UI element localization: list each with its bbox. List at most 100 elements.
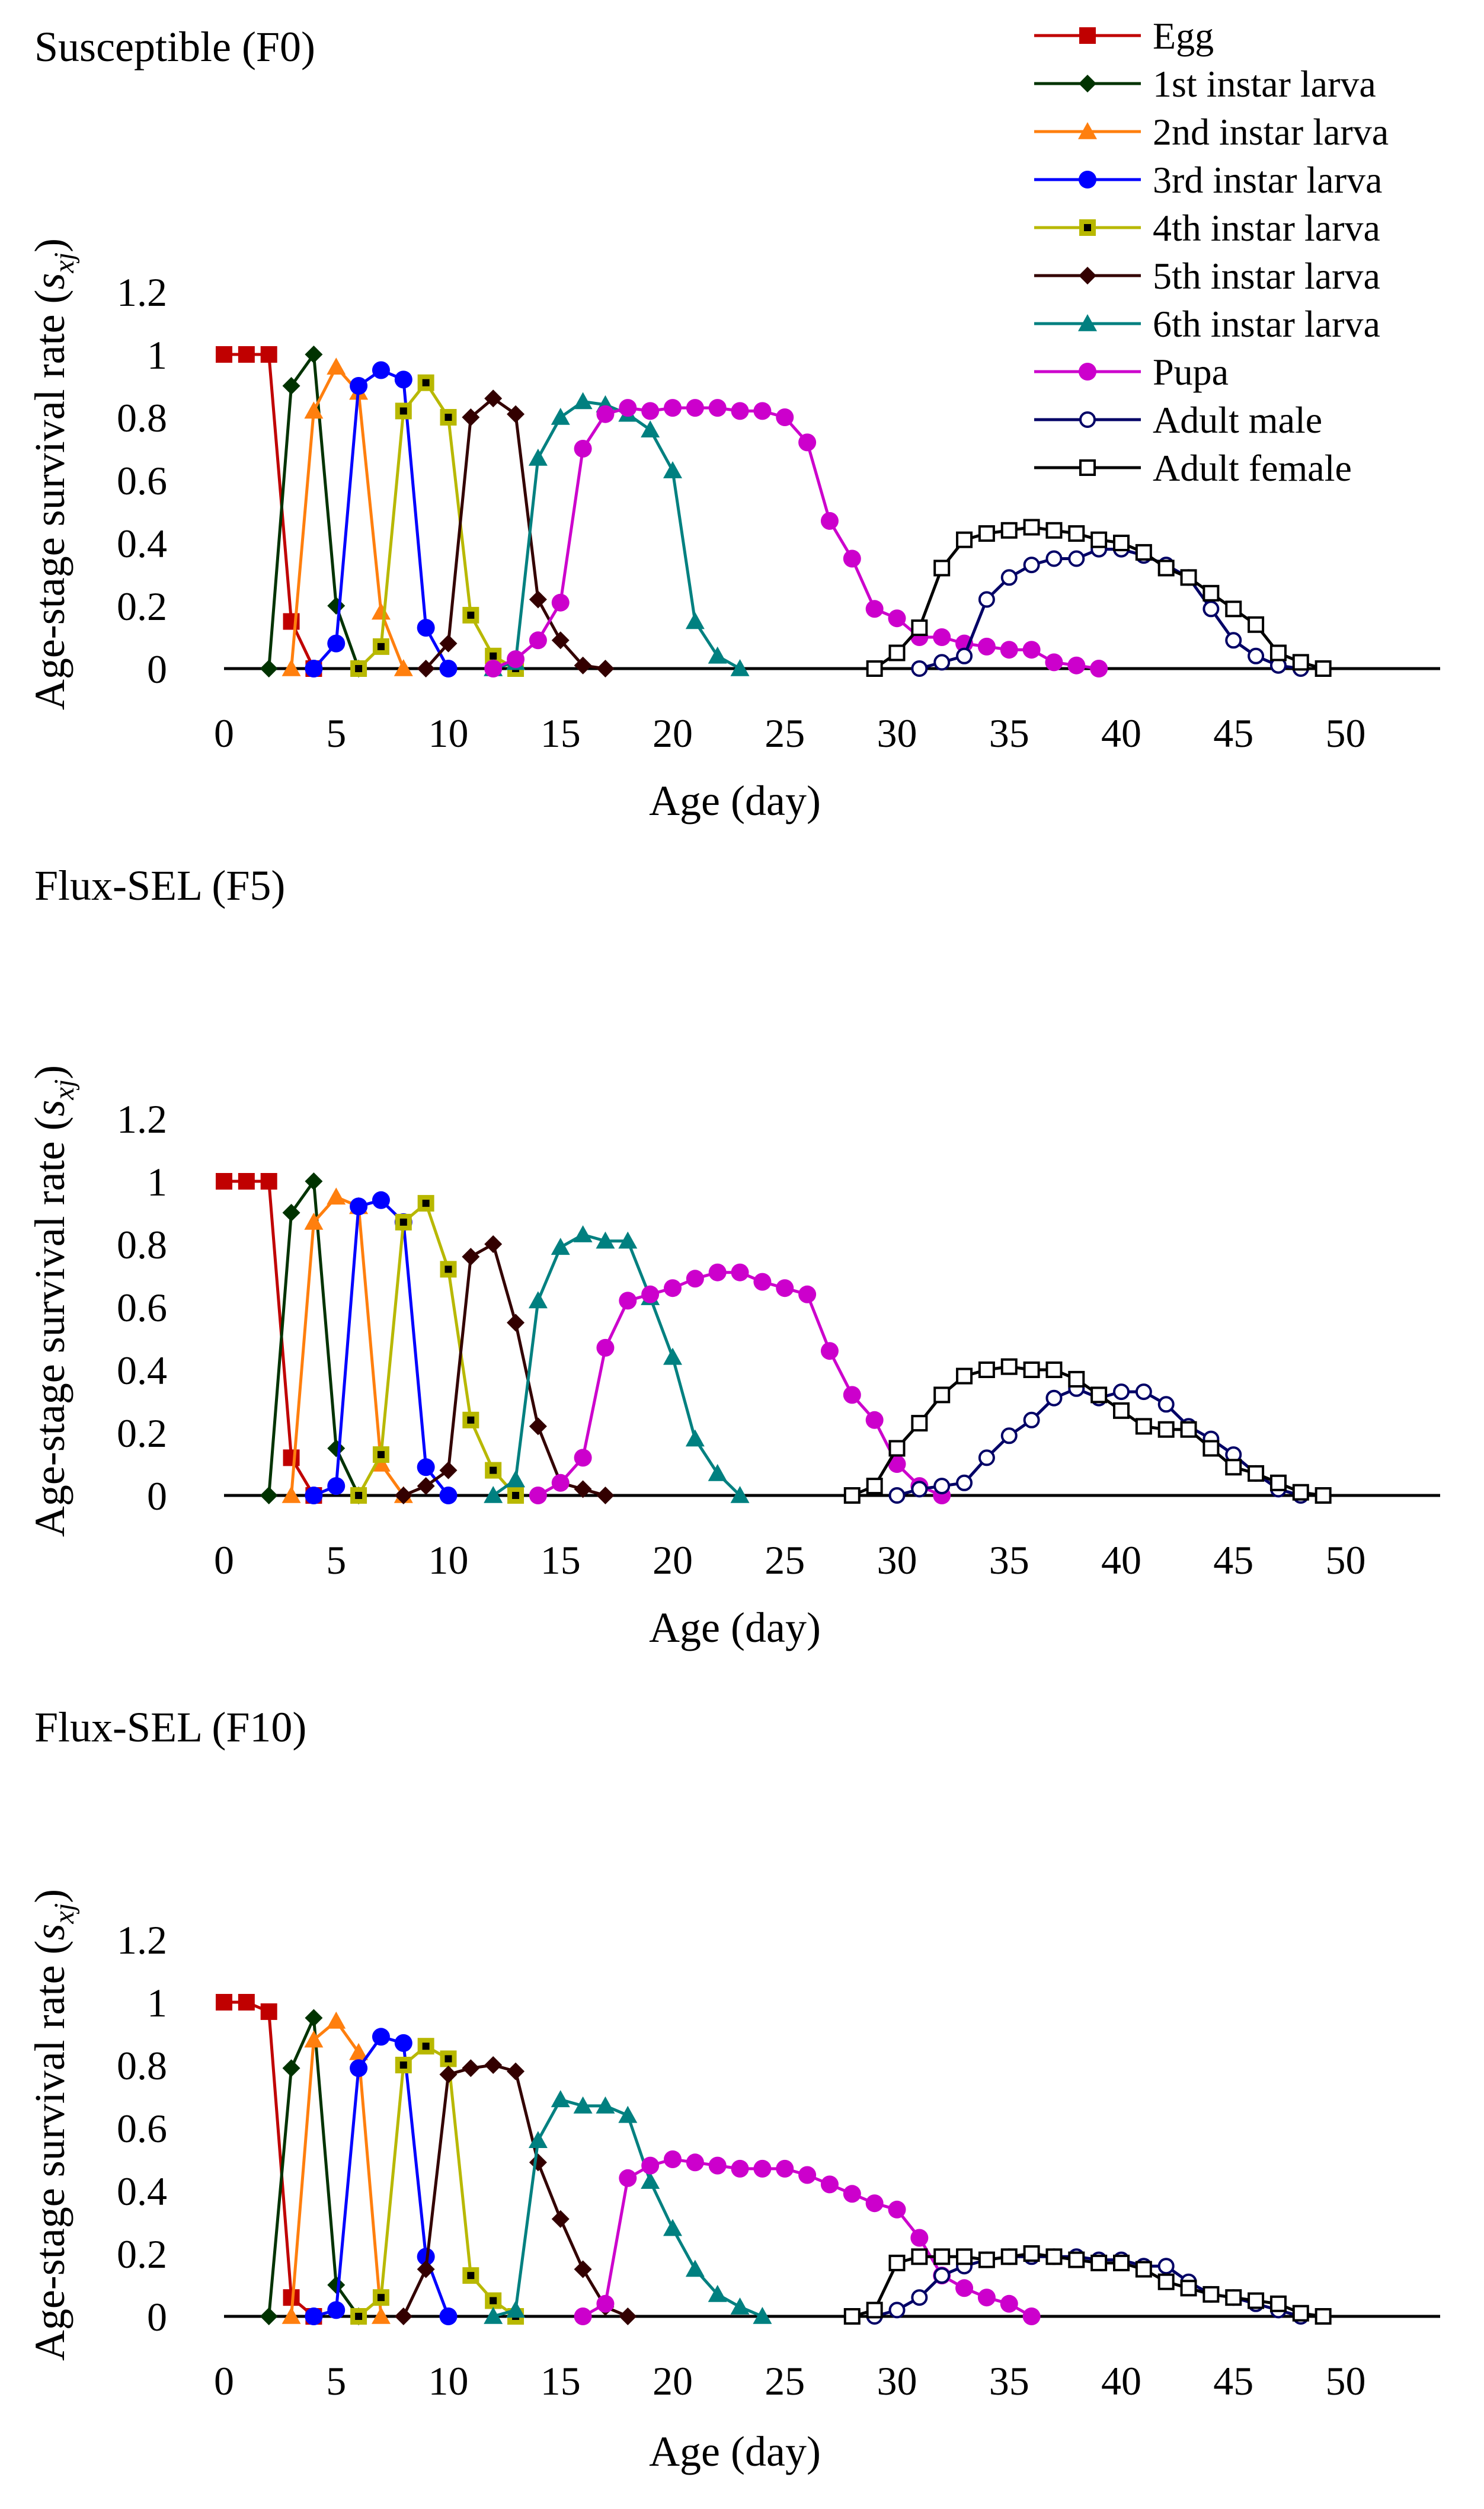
data-point bbox=[596, 405, 615, 423]
x-tick-label: 5 bbox=[326, 2358, 346, 2403]
data-point bbox=[327, 1477, 346, 1495]
data-point bbox=[664, 2150, 682, 2168]
data-point bbox=[573, 2096, 593, 2114]
chart-title: Flux-SEL (F10) bbox=[34, 1703, 306, 1751]
data-point bbox=[933, 560, 951, 577]
data-point bbox=[574, 440, 592, 458]
data-point bbox=[394, 2034, 412, 2052]
data-point bbox=[641, 402, 660, 420]
series-4th-instar-larva bbox=[350, 374, 524, 677]
data-point bbox=[708, 2156, 727, 2175]
legend-marker bbox=[1079, 27, 1096, 44]
x-tick-label: 40 bbox=[1101, 1538, 1141, 1583]
data-point bbox=[685, 2259, 705, 2277]
data-point bbox=[439, 2307, 458, 2325]
data-point bbox=[573, 392, 593, 410]
data-point bbox=[372, 2028, 390, 2046]
data-point bbox=[506, 1470, 526, 1488]
x-tick-label: 25 bbox=[765, 2358, 805, 2403]
x-tick-label: 0 bbox=[214, 2358, 234, 2403]
data-point bbox=[372, 638, 389, 655]
data-point bbox=[484, 660, 503, 677]
x-axis-label: Age (day) bbox=[649, 2428, 821, 2475]
data-point bbox=[888, 1487, 906, 1504]
data-point bbox=[1023, 519, 1040, 536]
data-point bbox=[596, 1338, 615, 1357]
data-point bbox=[731, 402, 749, 420]
y-axis-label: Age-stage survival rate (sxj) bbox=[26, 1065, 80, 1537]
data-point bbox=[1023, 557, 1040, 574]
data-point bbox=[888, 2302, 906, 2319]
data-point bbox=[596, 1231, 615, 1249]
data-point bbox=[798, 2166, 817, 2184]
series-line bbox=[851, 1365, 1324, 1497]
data-point bbox=[1135, 1383, 1152, 1401]
y-tick-label: 1 bbox=[147, 1159, 167, 1204]
data-point bbox=[1113, 1383, 1130, 1401]
data-point bbox=[372, 361, 390, 379]
data-point bbox=[731, 1263, 749, 1281]
data-point bbox=[956, 1474, 973, 1491]
series-line bbox=[537, 1271, 943, 1497]
series-6th-instar-larva bbox=[484, 2090, 772, 2324]
x-tick-label: 5 bbox=[326, 1538, 346, 1583]
data-point bbox=[1090, 531, 1108, 548]
x-tick-label: 40 bbox=[1101, 2358, 1141, 2403]
data-point bbox=[462, 606, 479, 624]
x-tick-label: 50 bbox=[1326, 2358, 1366, 2403]
y-tick-label: 0.2 bbox=[117, 584, 167, 629]
data-point bbox=[1000, 1358, 1018, 1375]
series-adult-male bbox=[911, 541, 1309, 677]
data-point bbox=[350, 2059, 368, 2077]
data-point bbox=[843, 2308, 861, 2325]
y-tick-label: 0.2 bbox=[117, 2232, 167, 2277]
data-point bbox=[395, 402, 412, 420]
chart-panel-2: Flux-SEL (F5) 0 5 10 15 20 25 30 35 40 45 50 0 0.2 0.4… bbox=[26, 862, 1440, 1651]
series-line bbox=[492, 2098, 763, 2318]
legend-label: Egg bbox=[1153, 15, 1214, 57]
data-point bbox=[1090, 660, 1108, 677]
series-line bbox=[224, 1180, 315, 1497]
legend-label: Pupa bbox=[1153, 351, 1229, 393]
data-point bbox=[685, 612, 705, 629]
data-point bbox=[977, 2289, 996, 2307]
data-point bbox=[1022, 2307, 1041, 2325]
y-tick-label: 0.6 bbox=[117, 2106, 167, 2151]
data-point bbox=[484, 389, 503, 408]
x-tick-label: 20 bbox=[653, 711, 693, 756]
y-tick-label: 1.2 bbox=[117, 270, 167, 315]
data-point bbox=[619, 399, 637, 417]
data-point bbox=[956, 2248, 973, 2265]
data-point bbox=[911, 1481, 928, 1498]
data-point bbox=[866, 2302, 883, 2319]
legend-marker bbox=[1078, 314, 1097, 331]
data-point bbox=[282, 1486, 301, 1503]
data-point bbox=[753, 1273, 772, 1291]
data-point bbox=[978, 1361, 995, 1378]
legend-entry-1st-instar-larva: 1st instar larva bbox=[1034, 63, 1376, 105]
x-tick-label: 35 bbox=[989, 2358, 1029, 2403]
data-point bbox=[798, 1285, 817, 1303]
data-point bbox=[686, 2153, 704, 2172]
data-point bbox=[1068, 2251, 1085, 2268]
data-point bbox=[417, 2260, 435, 2278]
legend-marker bbox=[1079, 411, 1096, 428]
data-point bbox=[440, 2050, 457, 2067]
data-point bbox=[1000, 641, 1018, 659]
data-point bbox=[282, 1204, 300, 1222]
x-tick-label: 50 bbox=[1326, 711, 1366, 756]
data-point bbox=[1315, 660, 1332, 677]
y-tick-label: 0.4 bbox=[117, 521, 167, 566]
data-point bbox=[641, 420, 660, 437]
data-point bbox=[327, 1439, 346, 1458]
data-point bbox=[260, 660, 278, 677]
x-tick-label: 35 bbox=[989, 711, 1029, 756]
x-axis-label: Age (day) bbox=[649, 777, 821, 824]
data-point bbox=[350, 660, 367, 677]
x-tick-label: 15 bbox=[540, 1538, 581, 1583]
data-point bbox=[304, 401, 324, 419]
series-6th-instar-larva bbox=[484, 1225, 750, 1503]
data-point bbox=[507, 1487, 524, 1504]
legend-marker bbox=[1078, 122, 1097, 139]
series-pupa bbox=[484, 399, 1108, 677]
